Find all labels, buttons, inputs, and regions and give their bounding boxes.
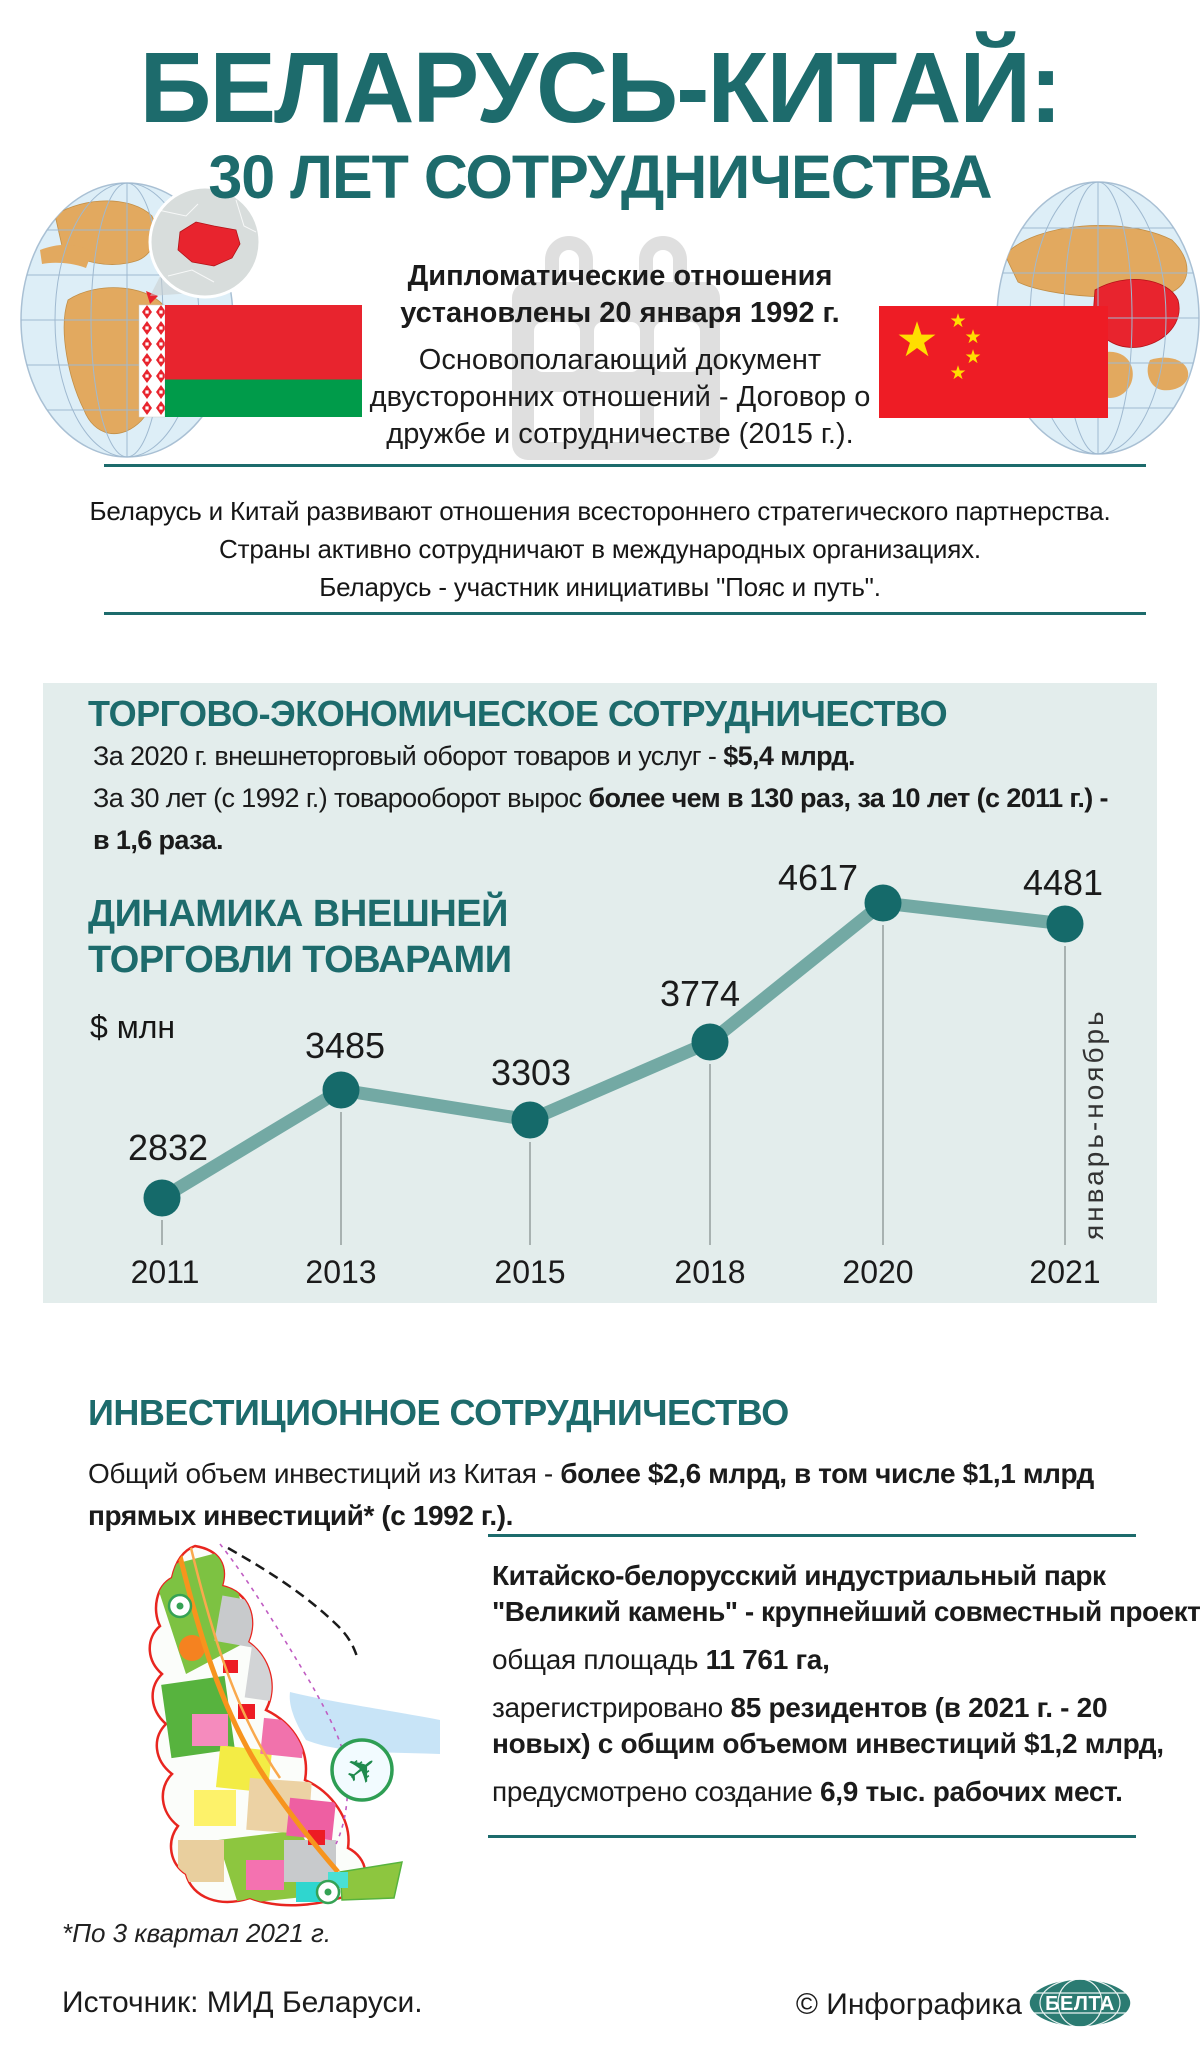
chart-title-line1: ДИНАМИКА ВНЕШНЕЙ [88,893,508,935]
year-label-2021: 2021 [1029,1254,1100,1290]
park-landuse-patches [152,1546,340,1904]
park-heading-line1: Китайско-белорусский индустриальный парк [492,1560,1106,1591]
trade-section-heading: ТОРГОВО-ЭКОНОМИЧЕСКОЕ СОТРУДНИЧЕСТВО [88,693,948,734]
park-item1-bold: 11 761 га, [705,1644,830,1675]
divider-top [104,464,1146,467]
park-poi-markers [167,1593,341,1905]
chart-year-labels: 2011 2013 2015 2018 2020 2021 [131,1254,1101,1290]
industrial-park-map: ✈ [148,1543,440,1907]
value-label-2018: 3774 [660,973,740,1014]
svg-text:★: ★ [964,327,981,348]
park-cyan-patch [296,1882,322,1902]
investment-line1-normal: Общий объем инвестиций из Китая - [88,1458,561,1489]
trade-text-line3: в 1,6 раза. [93,825,224,856]
park-text-block: Китайско-белорусский индустриальный парк… [492,1558,1200,1810]
chart-point-2021 [1046,905,1084,943]
trade-line1-normal: За 2020 г. внешнеторговый оборот товаров… [93,741,724,771]
header-art: ★ ★ ★ ★ ★ [20,181,1200,460]
footnote: *По 3 квартал 2021 г. [62,1918,332,1948]
diplomatic-line1: Дипломатические отношения [407,260,833,292]
footer-credit: © Инфографика [795,1988,1022,2021]
chart-unit-label: $ млн [90,1009,176,1045]
belta-logo: БЕЛТА [1028,1978,1132,2028]
trade-line2-bold: более чем в 130 раз, за 10 лет (с 2011 г… [588,783,1108,813]
park-item1-normal: общая площадь [492,1644,706,1675]
park-boundary-dashed [219,1543,349,1845]
value-label-2013: 3485 [305,1025,385,1066]
park-item2-bold: 85 резидентов (в 2021 г. - 20 новых) с о… [492,1692,1164,1759]
year-label-2015: 2015 [494,1254,565,1290]
chart-value-labels: 2832 3485 3303 3774 4617 4481 [128,857,1103,1168]
trade-line-chart: 2832 3485 3303 3774 4617 4481 2011 2013 … [128,857,1109,1290]
svg-text:★: ★ [949,363,966,384]
park-item3-bold: 6,9 тыс. рабочих мест. [819,1776,1123,1807]
airport-marker: ✈ [330,1738,394,1802]
value-label-2020: 4617 [778,857,858,898]
year-label-2013: 2013 [305,1254,376,1290]
chart-title-line2: ТОРГОВЛИ ТОВАРАМИ [88,939,512,981]
park-railway [227,1546,360,1661]
value-label-2011: 2832 [128,1127,208,1168]
page-title: БЕЛАРУСЬ-КИТАЙ: [139,32,1062,144]
partnership-line1: Беларусь и Китай развивают отношения все… [89,496,1111,526]
belta-logo-text: БЕЛТА [1045,1993,1115,2015]
trade-line3-bold: в 1,6 раза. [93,825,224,855]
year-label-2018: 2018 [674,1254,745,1290]
svg-text:★: ★ [964,347,981,368]
chart-point-2015 [511,1101,549,1139]
chart-point-2020 [864,884,902,922]
park-item-residents: зарегистрировано 85 резидентов (в 2021 г… [492,1690,1182,1762]
chart-point-2013 [322,1071,360,1109]
partnership-paragraph: Беларусь и Китай развивают отношения все… [60,492,1140,606]
investment-section-heading: ИНВЕСТИЦИОННОЕ СОТРУДНИЧЕСТВО [88,1392,789,1433]
founding-line3: дружбе и сотрудничестве (2015 г.). [386,418,854,450]
chart-series-line [158,896,1066,1204]
diplomatic-dates: Дипломатические отношения установлены 20… [345,258,895,332]
chart-note-2021: январь-ноябрь [1078,1008,1109,1240]
svg-text:★: ★ [949,311,966,332]
calendar-icon [512,236,720,460]
partnership-line3: Беларусь - участник инициативы "Пояс и п… [319,572,881,602]
park-heading-line2: "Великий камень" - крупнейший совместный… [492,1596,1200,1627]
divider-middle [104,612,1146,615]
trade-text-line1: За 2020 г. внешнеторговый оборот товаров… [93,741,855,772]
diplomatic-relations-block: Дипломатические отношения установлены 20… [345,258,895,453]
diplomatic-line2: установлены 20 января 1992 г. [400,297,840,329]
chart-drop-lines [161,925,1066,1245]
china-flag: ★ ★ ★ ★ ★ [879,306,1108,418]
chart-title: ДИНАМИКА ВНЕШНЕЙ ТОРГОВЛИ ТОВАРАМИ [88,891,512,983]
value-label-2015: 3303 [491,1052,571,1093]
year-label-2020: 2020 [842,1254,913,1290]
svg-text:★: ★ [895,314,938,367]
partnership-line2: Страны активно сотрудничают в международ… [219,534,981,564]
park-green-zone [339,1861,403,1901]
year-label-2011: 2011 [131,1254,200,1290]
park-river [289,1692,440,1754]
value-label-2021: 4481 [1023,862,1103,903]
divider-park-top [488,1534,1136,1537]
park-item3-normal: предусмотрено создание [492,1776,820,1807]
investment-text-line1: Общий объем инвестиций из Китая - более … [88,1458,1094,1490]
divider-park-bottom [488,1835,1136,1838]
trade-section-panel: ТОРГОВО-ЭКОНОМИЧЕСКОЕ СОТРУДНИЧЕСТВО За … [43,683,1157,1303]
belarus-map-inset [148,185,262,299]
park-item-area: общая площадь 11 761 га, [492,1642,1182,1678]
chart-point-2018 [691,1023,729,1061]
investment-line1-bold: более $2,6 млрд, в том числе $1,1 млрд [560,1458,1094,1489]
park-item-jobs: предусмотрено создание 6,9 тыс. рабочих … [492,1774,1182,1810]
investment-text-line2: прямых инвестиций* (с 1992 г.). [88,1500,513,1532]
page-subtitle: 30 ЛЕТ СОТРУДНИЧЕСТВА [208,143,992,211]
trade-text-line2: За 30 лет (с 1992 г.) товарооборот вырос… [93,783,1109,814]
park-item2-normal: зарегистрировано [492,1692,731,1723]
chart-data-points [143,884,1084,1217]
belarus-flag [138,304,362,418]
founding-document: Основополагающий документ двусторонних о… [345,342,895,453]
chart-point-2011 [143,1179,181,1217]
founding-line1: Основополагающий документ [418,344,822,376]
founding-line2: двусторонних отношений - Договор о [369,381,871,413]
footer-source: Источник: МИД Беларуси. [62,1986,423,2019]
investment-line2-bold: прямых инвестиций* (с 1992 г.). [88,1500,514,1531]
trade-line2-normal: За 30 лет (с 1992 г.) товарооборот вырос [93,783,589,813]
trade-line1-bold: $5,4 млрд. [723,741,855,771]
